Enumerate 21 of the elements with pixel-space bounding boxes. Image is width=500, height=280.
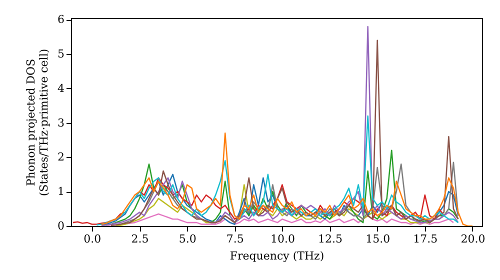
line-series (100, 132, 474, 226)
y-tick-label: 3 (58, 116, 64, 130)
y-tick-label: 5 (58, 48, 64, 61)
y-tick-label: 2 (58, 150, 64, 164)
x-axis-title: Frequency (THz) (230, 250, 324, 262)
x-tick-label: 10.0 (270, 232, 295, 246)
x-tick-label: 15.0 (366, 232, 390, 246)
line-series (96, 115, 459, 226)
y-tick-label: 4 (58, 82, 64, 95)
x-tick-label: 7.5 (226, 232, 244, 246)
x-tick-label: 0.0 (84, 232, 102, 246)
y-axis-title: Phonon projected DOS (States/THz·primitive cell) (24, 48, 50, 196)
x-tick-label: 5.0 (178, 232, 196, 246)
y-tick-label: 6 (58, 13, 64, 26)
x-tick-label: 2.5 (131, 232, 149, 246)
y-tick-label: 0 (58, 220, 64, 232)
x-tick-label: 12.5 (318, 232, 343, 246)
line-series (106, 213, 454, 226)
x-tick-label: 17.5 (413, 232, 438, 246)
x-tick-label: 20.0 (460, 232, 486, 246)
y-tick-label: 1 (58, 185, 64, 198)
